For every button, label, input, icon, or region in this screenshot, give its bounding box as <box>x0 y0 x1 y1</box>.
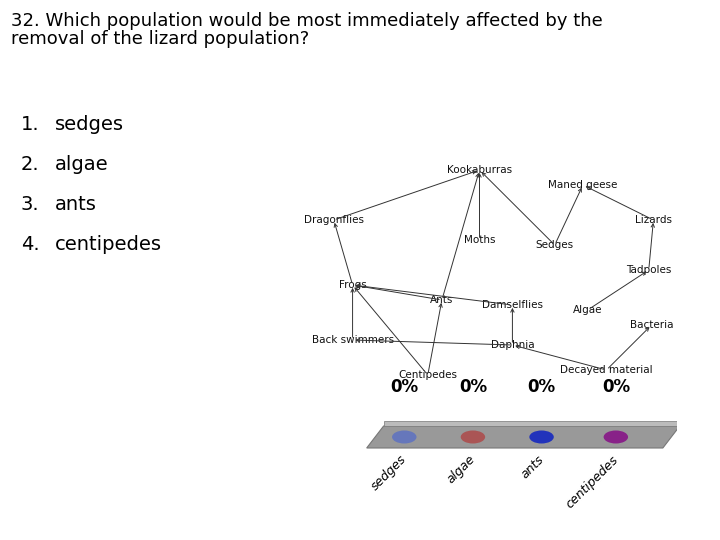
Text: Tadpoles: Tadpoles <box>626 265 672 275</box>
Text: 1.: 1. <box>21 116 40 134</box>
Text: 0%: 0% <box>528 378 556 396</box>
Text: Frogs: Frogs <box>338 280 366 290</box>
Ellipse shape <box>392 430 416 443</box>
Ellipse shape <box>461 430 485 443</box>
Text: 0%: 0% <box>602 378 630 396</box>
Text: sedges: sedges <box>369 453 409 494</box>
Text: Kookaburras: Kookaburras <box>447 165 512 175</box>
Text: sedges: sedges <box>55 116 124 134</box>
Text: Sedges: Sedges <box>536 240 574 250</box>
Ellipse shape <box>603 430 628 443</box>
Text: ants: ants <box>55 195 96 214</box>
Text: Dragonflies: Dragonflies <box>304 215 364 225</box>
Text: algae: algae <box>444 453 477 487</box>
Text: Bacteria: Bacteria <box>630 320 673 330</box>
Text: Ants: Ants <box>431 295 454 305</box>
Text: centipedes: centipedes <box>563 453 621 511</box>
Text: Lizards: Lizards <box>635 215 672 225</box>
Text: Centipedes: Centipedes <box>398 370 457 380</box>
Text: Decayed material: Decayed material <box>560 365 653 375</box>
Text: 3.: 3. <box>21 195 40 214</box>
Text: Damselflies: Damselflies <box>482 300 543 310</box>
Text: removal of the lizard population?: removal of the lizard population? <box>12 30 310 48</box>
Text: Maned geese: Maned geese <box>548 180 618 190</box>
Text: 0%: 0% <box>459 378 487 396</box>
Text: 2.: 2. <box>21 156 40 174</box>
Text: Algae: Algae <box>573 305 603 315</box>
Text: 4.: 4. <box>21 235 40 254</box>
Polygon shape <box>366 426 680 448</box>
Text: 32. Which population would be most immediately affected by the: 32. Which population would be most immed… <box>12 12 603 30</box>
Text: 0%: 0% <box>390 378 418 396</box>
Text: algae: algae <box>55 156 108 174</box>
Text: Back swimmers: Back swimmers <box>312 335 394 345</box>
Text: Daphnia: Daphnia <box>490 340 534 350</box>
Ellipse shape <box>529 430 554 443</box>
Text: ants: ants <box>518 453 546 481</box>
Polygon shape <box>384 421 680 426</box>
Text: centipedes: centipedes <box>55 235 161 254</box>
Text: Moths: Moths <box>464 235 495 245</box>
